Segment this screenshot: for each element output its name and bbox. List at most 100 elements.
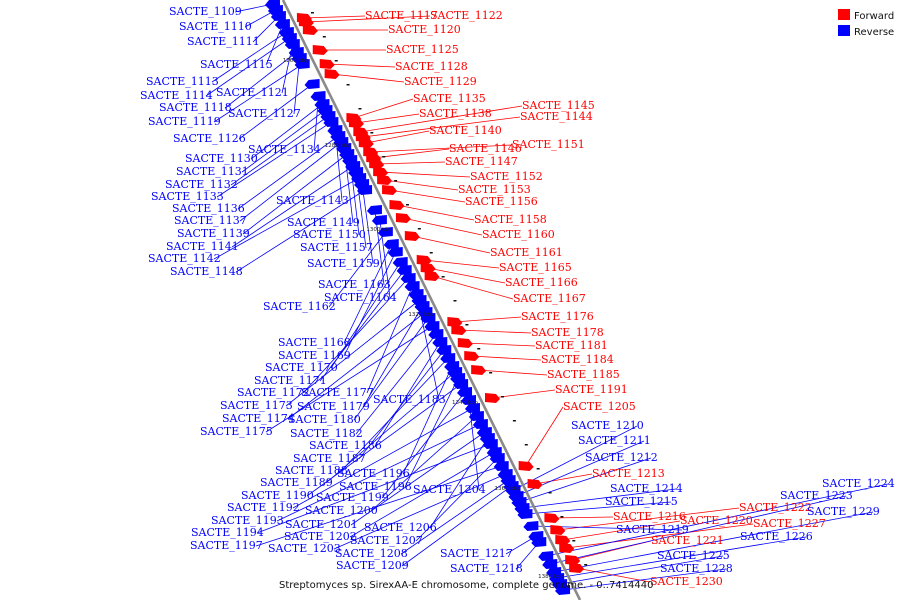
gene-label: SACTE_1222 [739, 501, 812, 514]
forward-gene-feature [464, 351, 480, 361]
gene-label: SACTE_1138 [419, 107, 492, 120]
label-connector [213, 63, 303, 123]
feature-tick-mark [512, 420, 516, 422]
gene-label: SACTE_1224 [822, 477, 895, 490]
gene-label: SACTE_1223 [780, 489, 853, 502]
reverse-gene-feature [357, 185, 373, 195]
label-connector [423, 259, 500, 269]
gene-label: SACTE_1165 [499, 261, 572, 274]
gene-label: SACTE_1163 [318, 278, 391, 291]
gene-label: SACTE_1193 [211, 514, 284, 527]
label-connector [566, 523, 754, 549]
gene-label: SACTE_1160 [482, 228, 555, 241]
feature-tick-mark [382, 156, 386, 158]
gene-label: SACTE_1117 [365, 9, 438, 22]
label-connector [230, 115, 329, 186]
forward-gene-feature [348, 118, 364, 128]
gene-label: SACTE_1150 [293, 228, 366, 241]
forward-gene-feature [559, 543, 575, 553]
feature-tick-mark [560, 516, 564, 518]
forward-gene-feature [369, 159, 385, 169]
gene-label: SACTE_1200 [305, 504, 378, 517]
label-connector [358, 349, 445, 460]
reverse-gene-feature [489, 453, 505, 463]
reverse-gene-feature [464, 403, 480, 413]
gene-label: SACTE_1118 [159, 101, 232, 114]
gene-label: SACTE_1203 [268, 542, 341, 555]
position-ticks: 1260 kbp 1280 kbp 1300 kbp 1320 kbp 1340 kbp… [283, 58, 565, 580]
gene-label: SACTE_1137 [174, 214, 247, 227]
reverse-gene-feature [517, 509, 533, 519]
label-connector [562, 520, 681, 541]
gene-label: SACTE_1133 [151, 190, 224, 203]
label-connector [370, 415, 478, 512]
gene-label: SACTE_1217 [440, 547, 513, 560]
feature-tick-mark [501, 396, 505, 398]
gene-label: SACTE_1169 [278, 349, 351, 362]
label-connector [411, 235, 491, 254]
label-connector [241, 109, 326, 173]
legend-reverse-label: Reverse [854, 27, 894, 38]
feature-tick-mark [334, 60, 338, 62]
gene-label: SACTE_1207 [350, 534, 423, 547]
gene-label: SACTE_1221 [651, 534, 724, 547]
gene-label: SACTE_1208 [335, 547, 408, 560]
gene-label: SACTE_1128 [395, 60, 468, 73]
reverse-gene-feature [461, 395, 476, 405]
reverse-gene-feature [428, 329, 444, 339]
gene-label: SACTE_1179 [297, 400, 370, 413]
gene-label: SACTE_1143 [276, 194, 349, 207]
gene-label: SACTE_1174 [222, 412, 295, 425]
position-tick-label: 1320 kbp [408, 312, 434, 318]
feature-tick-mark [489, 372, 493, 374]
label-connector [237, 135, 339, 210]
gene-label: SACTE_1152 [470, 170, 543, 183]
gene-label: SACTE_1198 [339, 480, 412, 493]
gene-label: SACTE_1115 [200, 58, 273, 71]
label-connector [557, 507, 740, 531]
feature-tick-mark [358, 108, 362, 110]
label-connector [365, 130, 430, 144]
gene-label: SACTE_1185 [547, 368, 620, 381]
label-connector [362, 305, 423, 408]
gene-label: SACTE_1159 [307, 257, 380, 270]
label-connector [216, 121, 332, 198]
label-connector [325, 371, 456, 484]
reverse-gene-feature [270, 11, 286, 21]
gene-features [264, 0, 588, 595]
label-connector [471, 355, 542, 361]
forward-gene-feature [382, 185, 398, 195]
gene-label: SACTE_1145 [522, 99, 595, 112]
gene-label: SACTE_1205 [563, 400, 636, 413]
gene-label: SACTE_1204 [413, 483, 486, 496]
reverse-gene-feature [424, 321, 440, 331]
label-connector [242, 153, 348, 235]
gene-label: SACTE_1175 [200, 425, 273, 438]
position-tick-label: 1340 kbp [452, 400, 478, 406]
label-connector [404, 377, 459, 488]
feature-tick-mark [394, 180, 398, 182]
reverse-gene-feature [453, 379, 469, 389]
forward-gene-feature [404, 231, 420, 241]
label-connector [522, 488, 677, 509]
label-connector [235, 189, 366, 273]
gene-label: SACTE_1156 [465, 195, 538, 208]
position-tick-label: 1360 kbp [495, 486, 521, 492]
chromosome-axis [281, 0, 582, 600]
gene-label: SACTE_1148 [170, 265, 243, 278]
label-connector [402, 365, 453, 475]
reverse-gene-feature [436, 345, 452, 355]
label-connector [519, 457, 652, 503]
label-connector [343, 243, 393, 344]
label-connector [205, 37, 291, 97]
reverse-gene-feature [493, 461, 509, 471]
gene-label: SACTE_1209 [336, 559, 409, 572]
reverse-gene-feature [420, 313, 436, 323]
gene-label: SACTE_1114 [140, 89, 213, 102]
gene-label: SACTE_1228 [660, 562, 733, 575]
label-connector [305, 15, 431, 23]
label-connector [211, 31, 288, 83]
label-connector [256, 443, 491, 534]
reverse-gene-feature [523, 521, 539, 531]
reverse-gene-feature [404, 281, 420, 291]
